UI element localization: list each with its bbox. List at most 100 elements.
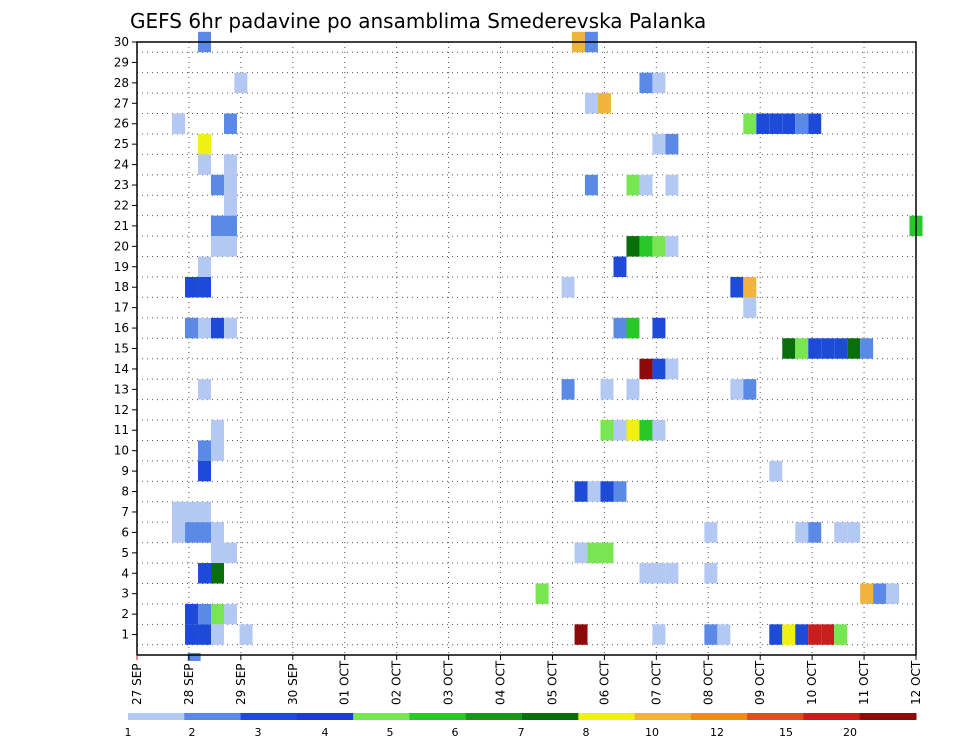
- precip-cell: [223, 603, 237, 625]
- precip-cell: [626, 236, 640, 257]
- precip-cell: [198, 440, 212, 461]
- y-tick-label: 3: [121, 587, 129, 601]
- precip-cell: [652, 624, 666, 645]
- colorbar-label: 20: [843, 726, 857, 739]
- x-tick-label: 27 SEP: [130, 663, 144, 705]
- precip-cell: [574, 481, 588, 502]
- precip-cell: [782, 338, 796, 359]
- y-tick-label: 13: [114, 382, 129, 396]
- x-tick-label: 10 OCT: [805, 660, 819, 705]
- grid-lines: [137, 42, 916, 655]
- precip-cell: [600, 542, 614, 564]
- precip-cell: [743, 297, 757, 318]
- precip-cell: [665, 563, 679, 584]
- precip-cell: [821, 338, 835, 359]
- precip-cell: [821, 624, 835, 645]
- precip-cell: [198, 317, 212, 339]
- y-tick-label: 8: [121, 485, 129, 499]
- y-tick-label: 5: [121, 546, 129, 560]
- precip-cell: [211, 317, 224, 339]
- precip-cell: [808, 338, 822, 359]
- colorbar-swatch: [240, 713, 298, 720]
- precip-cell: [172, 501, 186, 523]
- precip-cell: [185, 317, 199, 339]
- colorbar-label: 10: [645, 726, 659, 739]
- precip-cell: [561, 276, 575, 298]
- precip-cell: [211, 215, 224, 237]
- colorbar-label: 15: [779, 726, 793, 739]
- y-tick-label: 18: [114, 280, 129, 294]
- x-tick-label: 03 OCT: [442, 660, 456, 705]
- precip-cell: [211, 542, 224, 564]
- colorbar-swatch: [353, 713, 410, 720]
- precip-cell: [597, 93, 611, 114]
- precip-cell: [198, 133, 212, 155]
- precip-cell: [185, 276, 199, 298]
- precip-cell: [717, 624, 731, 645]
- x-tick-label: 12 OCT: [909, 660, 923, 705]
- x-tick-label: 09 OCT: [753, 660, 767, 705]
- y-tick-label: 25: [114, 137, 129, 151]
- precip-cell: [198, 256, 212, 277]
- colorbar-swatch: [128, 713, 185, 720]
- y-tick-label: 6: [121, 525, 129, 539]
- y-tick-label: 7: [121, 505, 129, 519]
- precip-cell: [223, 236, 237, 257]
- precip-cell: [185, 624, 199, 645]
- precip-cell: [847, 338, 861, 359]
- precip-cell: [834, 624, 848, 645]
- precip-cell: [639, 563, 653, 584]
- precip-cell: [704, 563, 718, 584]
- precip-cell: [535, 583, 549, 604]
- y-tick-label: 22: [114, 198, 129, 212]
- precip-cell: [613, 481, 627, 502]
- y-tick-label: 14: [114, 362, 129, 376]
- precip-cell: [223, 154, 237, 175]
- precip-cell: [834, 338, 848, 359]
- precip-cell: [808, 624, 822, 645]
- colorbar-label: 3: [255, 726, 262, 739]
- y-tick-label: 12: [114, 403, 129, 417]
- precip-cell: [730, 379, 744, 400]
- precip-cell: [860, 338, 874, 359]
- colorbar-swatch: [859, 713, 917, 720]
- precip-cell: [652, 317, 666, 339]
- y-tick-label: 9: [121, 464, 129, 478]
- precip-cell: [600, 379, 614, 400]
- precip-cell: [873, 583, 887, 604]
- chart-title: GEFS 6hr padavine po ansamblima Smederev…: [130, 9, 706, 33]
- precip-cell: [223, 542, 237, 564]
- colorbar-swatch: [184, 713, 242, 720]
- precip-cell: [223, 215, 237, 237]
- x-tick-label: 06 OCT: [597, 660, 611, 705]
- colorbar-label: 7: [518, 726, 525, 739]
- colorbar-label: 8: [583, 726, 590, 739]
- precip-cell: [211, 236, 224, 257]
- precip-cell: [886, 583, 900, 604]
- precip-cell: [198, 379, 212, 400]
- x-tick-label: 02 OCT: [390, 660, 404, 705]
- precip-cell: [172, 522, 186, 543]
- precip-cell: [704, 624, 718, 645]
- precip-cell: [782, 624, 796, 645]
- precip-cell: [652, 358, 666, 380]
- precip-cell: [769, 624, 783, 645]
- y-tick-label: 16: [114, 321, 129, 335]
- y-tick-label: 27: [114, 96, 129, 110]
- precip-cell: [639, 174, 653, 196]
- precip-cell: [198, 501, 212, 523]
- colorbar-swatch: [747, 713, 804, 720]
- precip-cell: [613, 317, 627, 339]
- precip-cell: [665, 174, 679, 196]
- precip-cell: [198, 563, 212, 584]
- y-tick-label: 23: [114, 178, 129, 192]
- precip-cell: [172, 113, 186, 134]
- precip-cell: [743, 276, 757, 298]
- x-tick-label: 11 OCT: [857, 660, 871, 705]
- precip-cell: [187, 653, 201, 661]
- y-tick-label: 17: [114, 301, 129, 315]
- precip-cell: [652, 420, 666, 441]
- precip-cell: [584, 93, 598, 114]
- x-tick-label: 28 SEP: [182, 663, 196, 705]
- precip-cell: [795, 113, 809, 134]
